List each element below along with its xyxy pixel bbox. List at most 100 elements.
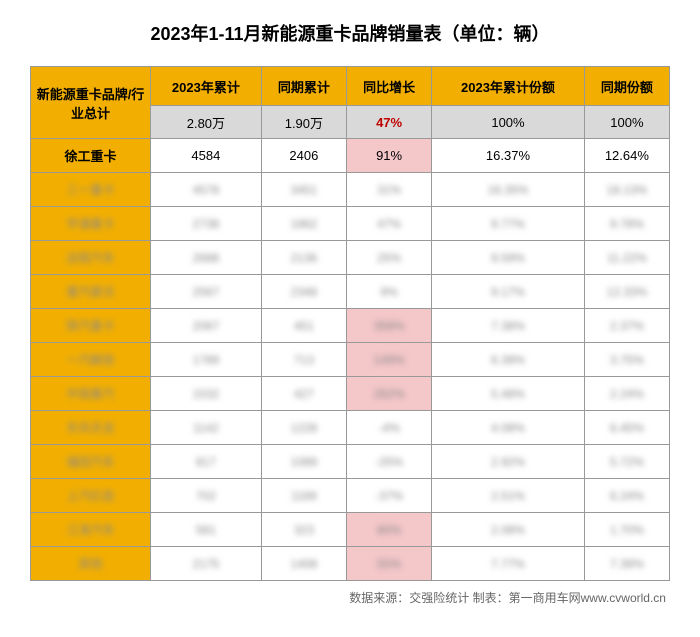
blurred-cell: 2738: [151, 207, 262, 241]
blurred-cell: 重汽豪沃: [31, 275, 151, 309]
table-row: 其他2175140855%7.77%7.39%: [31, 547, 670, 581]
blurred-cell: 三一重卡: [31, 173, 151, 207]
total-cum2023: 2.80万: [151, 106, 262, 139]
blurred-cell: 一汽解放: [31, 343, 151, 377]
blurred-cell: 1532: [151, 377, 262, 411]
blurred-cell: 江淮汽车: [31, 513, 151, 547]
blurred-cell: 31%: [346, 173, 431, 207]
blurred-cell: 1189: [261, 479, 346, 513]
blurred-cell: 1089: [261, 445, 346, 479]
blurred-cell: 9.17%: [432, 275, 585, 309]
table-row: 宇通重卡2738186247%9.77%9.78%: [31, 207, 670, 241]
table-row: 福田汽车8171089-25%2.92%5.72%: [31, 445, 670, 479]
blurred-cell: 12.33%: [584, 275, 669, 309]
blurred-cell: 25%: [346, 241, 431, 275]
col-cumprev: 同期累计: [261, 67, 346, 106]
total-share2023: 100%: [432, 106, 585, 139]
blurred-cell: 上汽红岩: [31, 479, 151, 513]
blurred-cell: 149%: [346, 343, 431, 377]
featured-row: 徐工重卡 4584 2406 91% 16.37% 12.64%: [31, 139, 670, 173]
blurred-cell: 4578: [151, 173, 262, 207]
featured-share2023: 16.37%: [432, 139, 585, 173]
blurred-cell: -25%: [346, 445, 431, 479]
col-shareprev: 同期份额: [584, 67, 669, 106]
blurred-cell: 2.92%: [432, 445, 585, 479]
blurred-cell: 其他: [31, 547, 151, 581]
blurred-cell: 1.70%: [584, 513, 669, 547]
table-row: 陕汽重卡2067451358%7.38%2.37%: [31, 309, 670, 343]
blurred-cell: 47%: [346, 207, 431, 241]
col-share2023: 2023年累计份额: [432, 67, 585, 106]
blurred-cell: 55%: [346, 547, 431, 581]
blurred-cell: 817: [151, 445, 262, 479]
blurred-cell: 2.37%: [584, 309, 669, 343]
col-brand: 新能源重卡品牌/行业总计: [31, 67, 151, 139]
blurred-cell: 2688: [151, 241, 262, 275]
total-growth: 47%: [346, 106, 431, 139]
blurred-cell: 1228: [261, 411, 346, 445]
table-row: 重汽豪沃256723489%9.17%12.33%: [31, 275, 670, 309]
featured-cum2023: 4584: [151, 139, 262, 173]
blurred-cell: -37%: [346, 479, 431, 513]
col-cum2023: 2023年累计: [151, 67, 262, 106]
blurred-cell: 福田汽车: [31, 445, 151, 479]
blurred-cell: 宇通重卡: [31, 207, 151, 241]
blurred-cell: 323: [261, 513, 346, 547]
table-row: 东风天龙11421228-4%4.08%6.45%: [31, 411, 670, 445]
table-row: 中国重汽1532427262%5.48%2.24%: [31, 377, 670, 411]
blurred-cell: 80%: [346, 513, 431, 547]
blurred-cell: 5.72%: [584, 445, 669, 479]
blurred-cell: 3451: [261, 173, 346, 207]
blurred-cell: 581: [151, 513, 262, 547]
blurred-cell: 1142: [151, 411, 262, 445]
total-shareprev: 100%: [584, 106, 669, 139]
blurred-cell: 1789: [151, 343, 262, 377]
blurred-cell: 18.13%: [584, 173, 669, 207]
blurred-cell: 2.51%: [432, 479, 585, 513]
blurred-cell: 2.08%: [432, 513, 585, 547]
blurred-cell: 远程汽车: [31, 241, 151, 275]
blurred-cell: 7.77%: [432, 547, 585, 581]
blurred-cell: 2.24%: [584, 377, 669, 411]
blurred-cell: 2136: [261, 241, 346, 275]
blurred-cell: 东风天龙: [31, 411, 151, 445]
table-row: 三一重卡4578345131%16.35%18.13%: [31, 173, 670, 207]
featured-growth: 91%: [346, 139, 431, 173]
featured-brand: 徐工重卡: [31, 139, 151, 173]
table-title: 2023年1-11月新能源重卡品牌销量表（单位：辆）: [30, 20, 670, 46]
blurred-cell: 9.78%: [584, 207, 669, 241]
table-row: 上汽红岩7021189-37%2.51%6.24%: [31, 479, 670, 513]
total-cumprev: 1.90万: [261, 106, 346, 139]
blurred-cell: 16.35%: [432, 173, 585, 207]
blurred-cell: 358%: [346, 309, 431, 343]
blurred-cell: 451: [261, 309, 346, 343]
blurred-cell: 11.22%: [584, 241, 669, 275]
blurred-cell: 427: [261, 377, 346, 411]
blurred-cell: 2067: [151, 309, 262, 343]
blurred-cell: 7.39%: [584, 547, 669, 581]
blurred-cell: 9.59%: [432, 241, 585, 275]
table-row: 江淮汽车58132380%2.08%1.70%: [31, 513, 670, 547]
blurred-cell: 2348: [261, 275, 346, 309]
footer-source: 数据来源：交强险统计 制表：第一商用车网www.cvworld.cn: [30, 589, 670, 606]
blurred-cell: 702: [151, 479, 262, 513]
blurred-cell: 262%: [346, 377, 431, 411]
blurred-cell: 5.48%: [432, 377, 585, 411]
table-row: 一汽解放1789713149%6.39%3.75%: [31, 343, 670, 377]
featured-cumprev: 2406: [261, 139, 346, 173]
blurred-cell: 9%: [346, 275, 431, 309]
blurred-cell: 1862: [261, 207, 346, 241]
table-row: 远程汽车2688213625%9.59%11.22%: [31, 241, 670, 275]
blurred-cell: 7.38%: [432, 309, 585, 343]
blurred-cell: 2567: [151, 275, 262, 309]
blurred-cell: 3.75%: [584, 343, 669, 377]
blurred-cell: 2175: [151, 547, 262, 581]
blurred-cell: 1408: [261, 547, 346, 581]
sales-table: 新能源重卡品牌/行业总计 2023年累计 同期累计 同比增长 2023年累计份额…: [30, 66, 670, 581]
blurred-cell: 6.39%: [432, 343, 585, 377]
blurred-cell: 中国重汽: [31, 377, 151, 411]
col-growth: 同比增长: [346, 67, 431, 106]
blurred-cell: 4.08%: [432, 411, 585, 445]
blurred-cell: 9.77%: [432, 207, 585, 241]
blurred-cell: 6.24%: [584, 479, 669, 513]
